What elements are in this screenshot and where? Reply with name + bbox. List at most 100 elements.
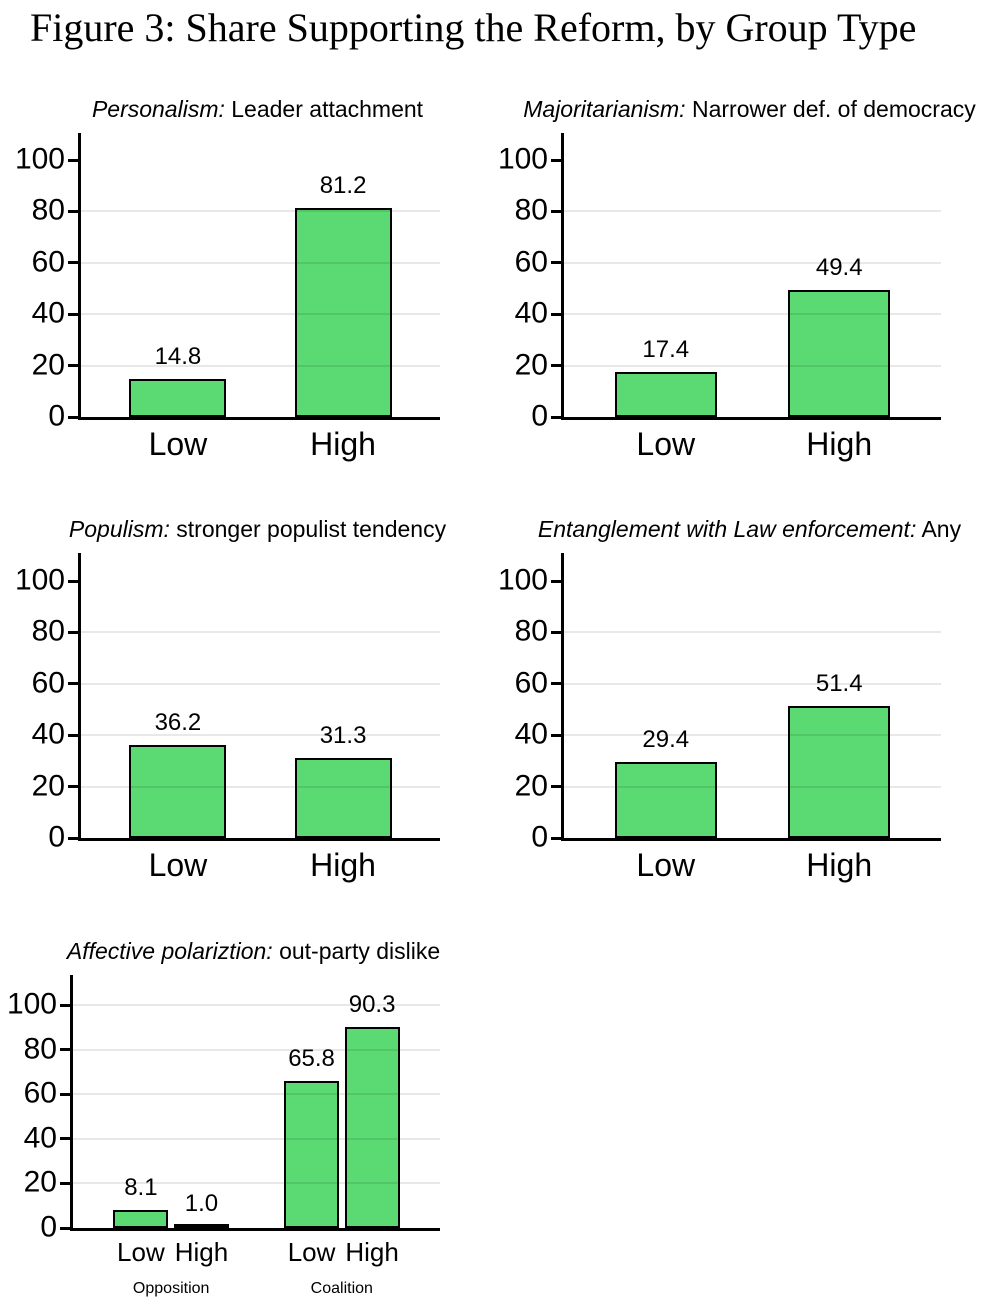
y-axis-tick [68,158,78,162]
category-label: High [345,1237,399,1267]
y-axis-tick [68,261,78,265]
bar-value-label: 14.8 [154,342,202,370]
y-tick-label: 20 [31,768,65,802]
y-axis-tick [68,579,78,583]
bar-value-label: 29.4 [642,726,690,754]
y-tick-label: 60 [31,666,65,700]
gridline [564,261,941,264]
y-tick-label: 40 [31,296,65,330]
y-tick-label: 0 [48,399,65,433]
y-axis-tick [551,209,561,213]
panel-title-italic: Entanglement with Law enforcement: [537,516,917,542]
category-label: High [310,847,376,883]
y-tick-label: 40 [514,296,548,330]
y-axis-tick [60,1226,70,1230]
y-tick-label: 80 [31,193,65,227]
gridline [81,631,440,634]
bar-value-label: 31.3 [319,721,367,749]
y-tick-label: 20 [514,768,548,802]
plot-area: 0 20 40 60 80 100 14.8 Low 81.2 High [15,133,440,462]
category-label: Low [636,847,696,883]
gridline [564,210,941,213]
y-tick-label: 40 [514,717,548,751]
figure-title: Figure 3: Share Supporting the Reform, b… [30,5,917,50]
y-axis-tick [60,1181,70,1185]
y-axis-tick [60,1137,70,1141]
category-label: High [806,426,873,462]
y-tick-label: 60 [514,245,548,279]
y-tick-label: 20 [514,347,548,381]
y-tick-label: 60 [514,666,548,700]
gridline [81,734,440,737]
y-tick-label: 100 [497,563,548,597]
y-axis-tick [68,733,78,737]
y-axis-tick [60,1048,70,1052]
bar-value-label: 8.1 [124,1173,158,1201]
y-axis-tick [551,630,561,634]
y-tick-label: 40 [23,1121,57,1155]
bar [129,744,227,838]
category-label: Low [117,1237,165,1267]
y-tick-label: 0 [531,399,548,433]
bar-value-label: 1.0 [184,1189,219,1217]
panel-title-rest: Any [916,516,962,542]
group-label: Coalition [310,1280,373,1297]
bar [344,1026,400,1228]
y-axis-tick [68,364,78,368]
bar-value-label: 17.4 [642,336,690,364]
category-label: Low [287,1237,336,1267]
bar-value-label: 51.4 [815,669,863,697]
y-axis-tick [60,1003,70,1007]
panel-title-rest: stronger populist tendency [169,516,447,542]
y-tick-label: 20 [31,347,65,381]
y-tick-label: 0 [40,1210,57,1244]
plot-area: 0 20 40 60 80 100 36.2 Low 31.3 High [15,553,440,883]
category-label: High [806,847,873,883]
y-tick-label: 80 [514,614,548,648]
panel-title: Populism: stronger populist tendency [69,515,446,543]
bar [294,208,392,417]
y-axis-tick [551,682,561,686]
plot-area: 0 20 40 60 80 100 29.4 Low 51.4 High [498,553,941,883]
y-axis-tick [551,158,561,162]
y-axis-tick [68,682,78,686]
y-tick-label: 60 [31,245,65,279]
bar [614,372,717,417]
y-tick-label: 80 [23,1031,57,1065]
y-axis-tick [551,312,561,316]
plot-area: 0 20 40 60 80 100 8.1 Low 1.0 High 65.8 Low 90.3 High… [7,975,440,1297]
y-axis-tick [551,364,561,368]
category-label: Low [148,426,208,462]
gridline [564,631,941,634]
y-tick-label: 20 [23,1165,57,1199]
bar [614,762,717,838]
bar-value-label: 65.8 [288,1045,335,1073]
y-axis-tick [68,785,78,789]
y-tick-label: 100 [497,142,548,176]
bar-value-label: 81.2 [319,172,367,200]
panel-title-rest: Leader attachment [224,96,424,122]
y-tick-label: 80 [514,193,548,227]
panel-title: Personalism: Leader attachment [92,95,423,123]
y-tick-label: 100 [14,563,65,597]
bar-value-label: 49.4 [815,254,863,282]
panel-title-italic: Populism: [68,516,170,542]
y-tick-label: 60 [23,1076,57,1110]
category-label: Low [148,847,208,883]
bar [788,290,891,417]
y-axis-tick [68,312,78,316]
y-axis-tick [60,1092,70,1096]
y-axis-tick [68,836,78,840]
y-tick-label: 80 [31,614,65,648]
y-axis-tick [551,836,561,840]
y-tick-label: 100 [14,142,65,176]
panel-title-italic: Majoritarianism: [523,96,686,122]
category-label: Low [636,426,696,462]
bar [173,1224,229,1228]
y-axis-tick [68,630,78,634]
gridline [81,682,440,685]
y-axis-tick [68,415,78,419]
bar [788,705,891,838]
y-tick-label: 0 [48,820,65,854]
